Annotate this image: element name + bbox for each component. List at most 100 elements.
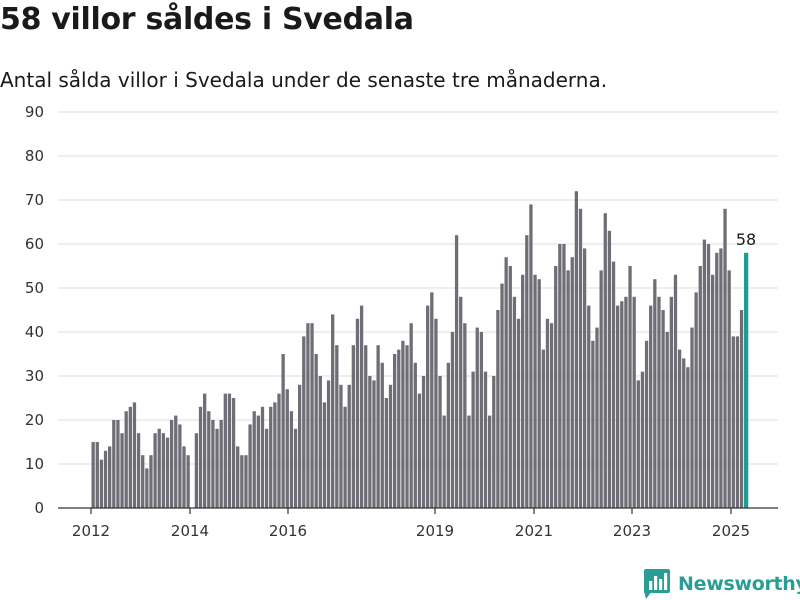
bar [496,310,500,508]
bar [706,244,711,508]
bar [711,274,715,508]
bar [719,248,723,508]
bar [549,323,554,508]
bar [582,248,587,508]
bar [694,292,698,508]
bar [512,296,517,508]
bar [727,270,731,508]
bar [223,393,227,508]
bar [401,340,405,508]
bar [690,327,694,508]
bar [640,371,645,508]
bar [364,345,368,508]
bar [591,340,595,508]
bar [541,349,545,508]
x-tick-label: 2012 [72,522,110,540]
y-tick-label: 90 [25,103,44,121]
x-tick-label: 2023 [613,522,651,540]
bar [529,204,533,508]
x-tick-label: 2014 [171,522,209,540]
bar [252,411,256,508]
bar [504,257,508,508]
bar [454,235,459,508]
bar [702,239,707,508]
bar [421,376,426,508]
bar [194,433,199,508]
bar [310,323,314,508]
bar [698,266,702,508]
bar [649,305,653,508]
bar [289,411,294,508]
brand-name: Newsworthy [678,573,800,595]
bar [653,279,657,508]
bar [331,314,335,508]
bar [120,433,124,508]
bar [438,376,442,508]
bar [558,244,562,508]
bar [471,371,475,508]
bar [616,305,620,508]
bar [574,191,579,508]
bar [318,376,322,508]
bar [405,345,409,508]
bar [731,336,735,508]
bar [298,384,302,508]
bar [682,358,686,508]
bar [562,244,566,508]
bar [500,283,504,508]
bar [611,261,616,508]
bar [116,420,120,508]
bar [359,305,364,508]
bar [417,393,422,508]
bar [244,455,248,508]
newsworthy-brand: Newsworthy [644,569,800,599]
bar [624,296,628,508]
bar [355,318,360,508]
bar [157,428,161,508]
bar [219,420,223,508]
bar [136,433,141,508]
bar [302,336,306,508]
bar [392,354,397,508]
bar [99,459,104,508]
bar [739,310,744,508]
bar [446,362,450,508]
bar [260,406,265,508]
y-tick-label: 50 [25,279,44,297]
bar [467,415,471,508]
bar [442,415,446,508]
x-tick-label: 2025 [712,522,750,540]
bar [215,428,219,508]
bar [174,415,178,508]
bar [256,415,260,508]
bar [487,415,492,508]
bar [673,274,678,508]
bar [281,354,285,508]
latest-value-label: 58 [736,230,756,249]
x-tick-label: 2016 [269,522,307,540]
bar [492,376,496,508]
bar [240,455,244,508]
bar [450,332,455,508]
bars [91,191,749,509]
bar [141,455,145,508]
bar [595,327,599,508]
bar [145,468,149,508]
bar [459,296,463,508]
y-tick-label: 40 [25,323,44,341]
bar [628,266,632,508]
bar [339,384,343,508]
bar [128,406,132,508]
data-labels: 58 [736,230,756,249]
y-tick-label: 10 [25,455,44,473]
bar [368,376,372,508]
bar [207,411,211,508]
chart-subtitle: Antal sålda villor i Svedala under de se… [0,68,608,92]
bar [508,266,512,508]
bar [269,406,273,508]
bar [112,420,116,508]
bar [169,420,174,508]
bar [409,323,413,508]
y-axis-ticks: 0 10 20 30 40 50 60 70 80 90 [25,103,44,517]
